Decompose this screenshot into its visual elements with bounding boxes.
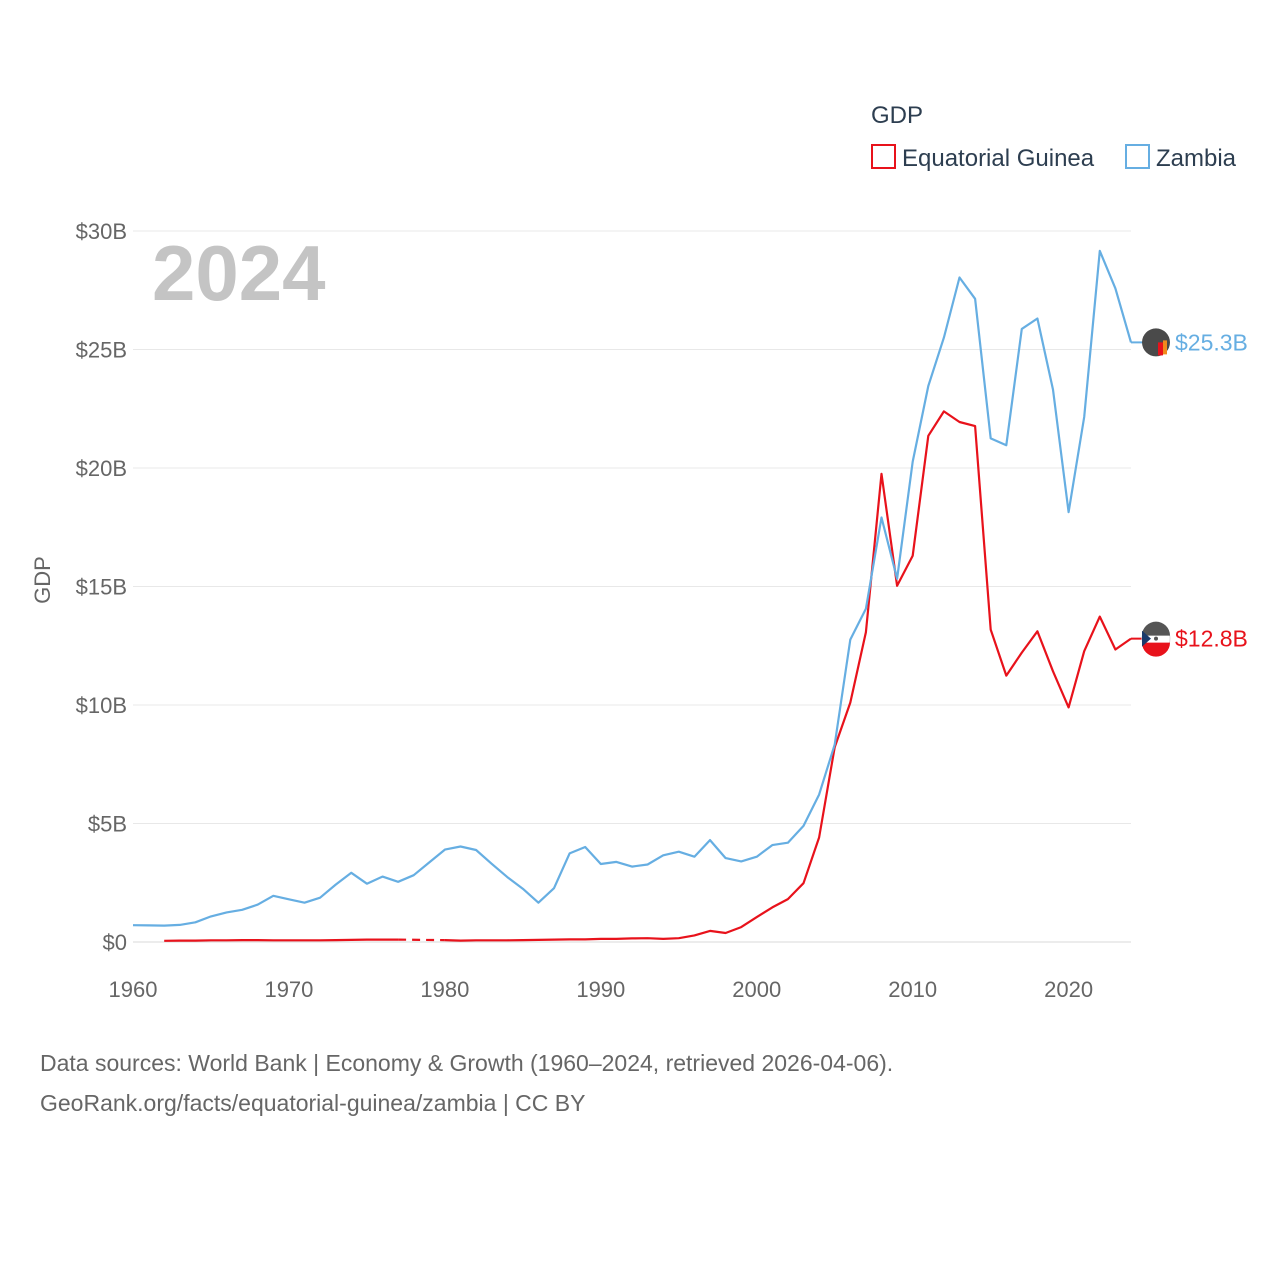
flag-marker-equatorial-guinea: [1141, 621, 1171, 657]
series-lines: [132, 249, 1133, 942]
y-tick-label: $15B: [76, 575, 127, 600]
y-tick-label: $30B: [76, 219, 127, 244]
legend-swatch-zambia: [1125, 144, 1150, 169]
y-tick-label: $5B: [88, 812, 127, 837]
flag-eg-bottom: [1142, 642, 1170, 657]
legend-title: GDP: [871, 102, 923, 129]
source-note: Data sources: World Bank | Economy & Gro…: [40, 1043, 893, 1123]
flag-eg-emblem: [1154, 636, 1158, 641]
legend-swatch-equatorial-guinea: [871, 144, 896, 169]
flag-eg-top: [1142, 621, 1170, 636]
source-line-1: Data sources: World Bank | Economy & Gro…: [40, 1050, 894, 1076]
series-line-equatorial-guinea: [164, 410, 1132, 942]
legend-label-zambia: Zambia: [1156, 145, 1237, 172]
y-tick-label: $10B: [76, 693, 127, 718]
year-label: 2024: [152, 229, 326, 317]
end-markers: $12.8B $25.3B: [1131, 328, 1248, 657]
x-tick-label: 1980: [420, 977, 469, 1002]
y-axis-label: GDP: [30, 556, 55, 604]
x-tick-label: 1960: [109, 977, 158, 1002]
series-line-zambia: [132, 249, 1133, 927]
end-value-label-equatorial-guinea: $12.8B: [1175, 626, 1248, 652]
end-value-label-zambia: $25.3B: [1175, 329, 1248, 355]
legend-item-zambia[interactable]: Zambia: [1125, 144, 1237, 172]
x-tick-label: 2020: [1044, 977, 1093, 1002]
flag-eg-triangle: [1142, 630, 1151, 647]
legend-label-equatorial-guinea: Equatorial Guinea: [902, 145, 1095, 172]
x-tick-label: 1970: [264, 977, 313, 1002]
x-tick-label: 2000: [732, 977, 781, 1002]
grid-lines: [133, 230, 1131, 943]
legend-item-equatorial-guinea[interactable]: Equatorial Guinea: [871, 144, 1095, 172]
y-tick-label: $20B: [76, 456, 127, 481]
x-tick-label: 1990: [576, 977, 625, 1002]
flag-marker-zambia: [1142, 328, 1170, 357]
flag-zambia-stripe-red: [1158, 342, 1163, 356]
flag-zambia-stripe-orange: [1163, 340, 1167, 355]
x-tick-label: 2010: [888, 977, 937, 1002]
y-tick-label: $25B: [76, 338, 127, 363]
source-line-2[interactable]: GeoRank.org/facts/equatorial-guinea/zamb…: [40, 1090, 586, 1116]
y-axis-ticks: $0 $5B $10B $15B $20B $25B $30B: [76, 219, 127, 955]
x-axis-ticks: 1960 1970 1980 1990 2000 2010 2020: [109, 977, 1094, 1002]
y-tick-label: $0: [103, 930, 127, 955]
